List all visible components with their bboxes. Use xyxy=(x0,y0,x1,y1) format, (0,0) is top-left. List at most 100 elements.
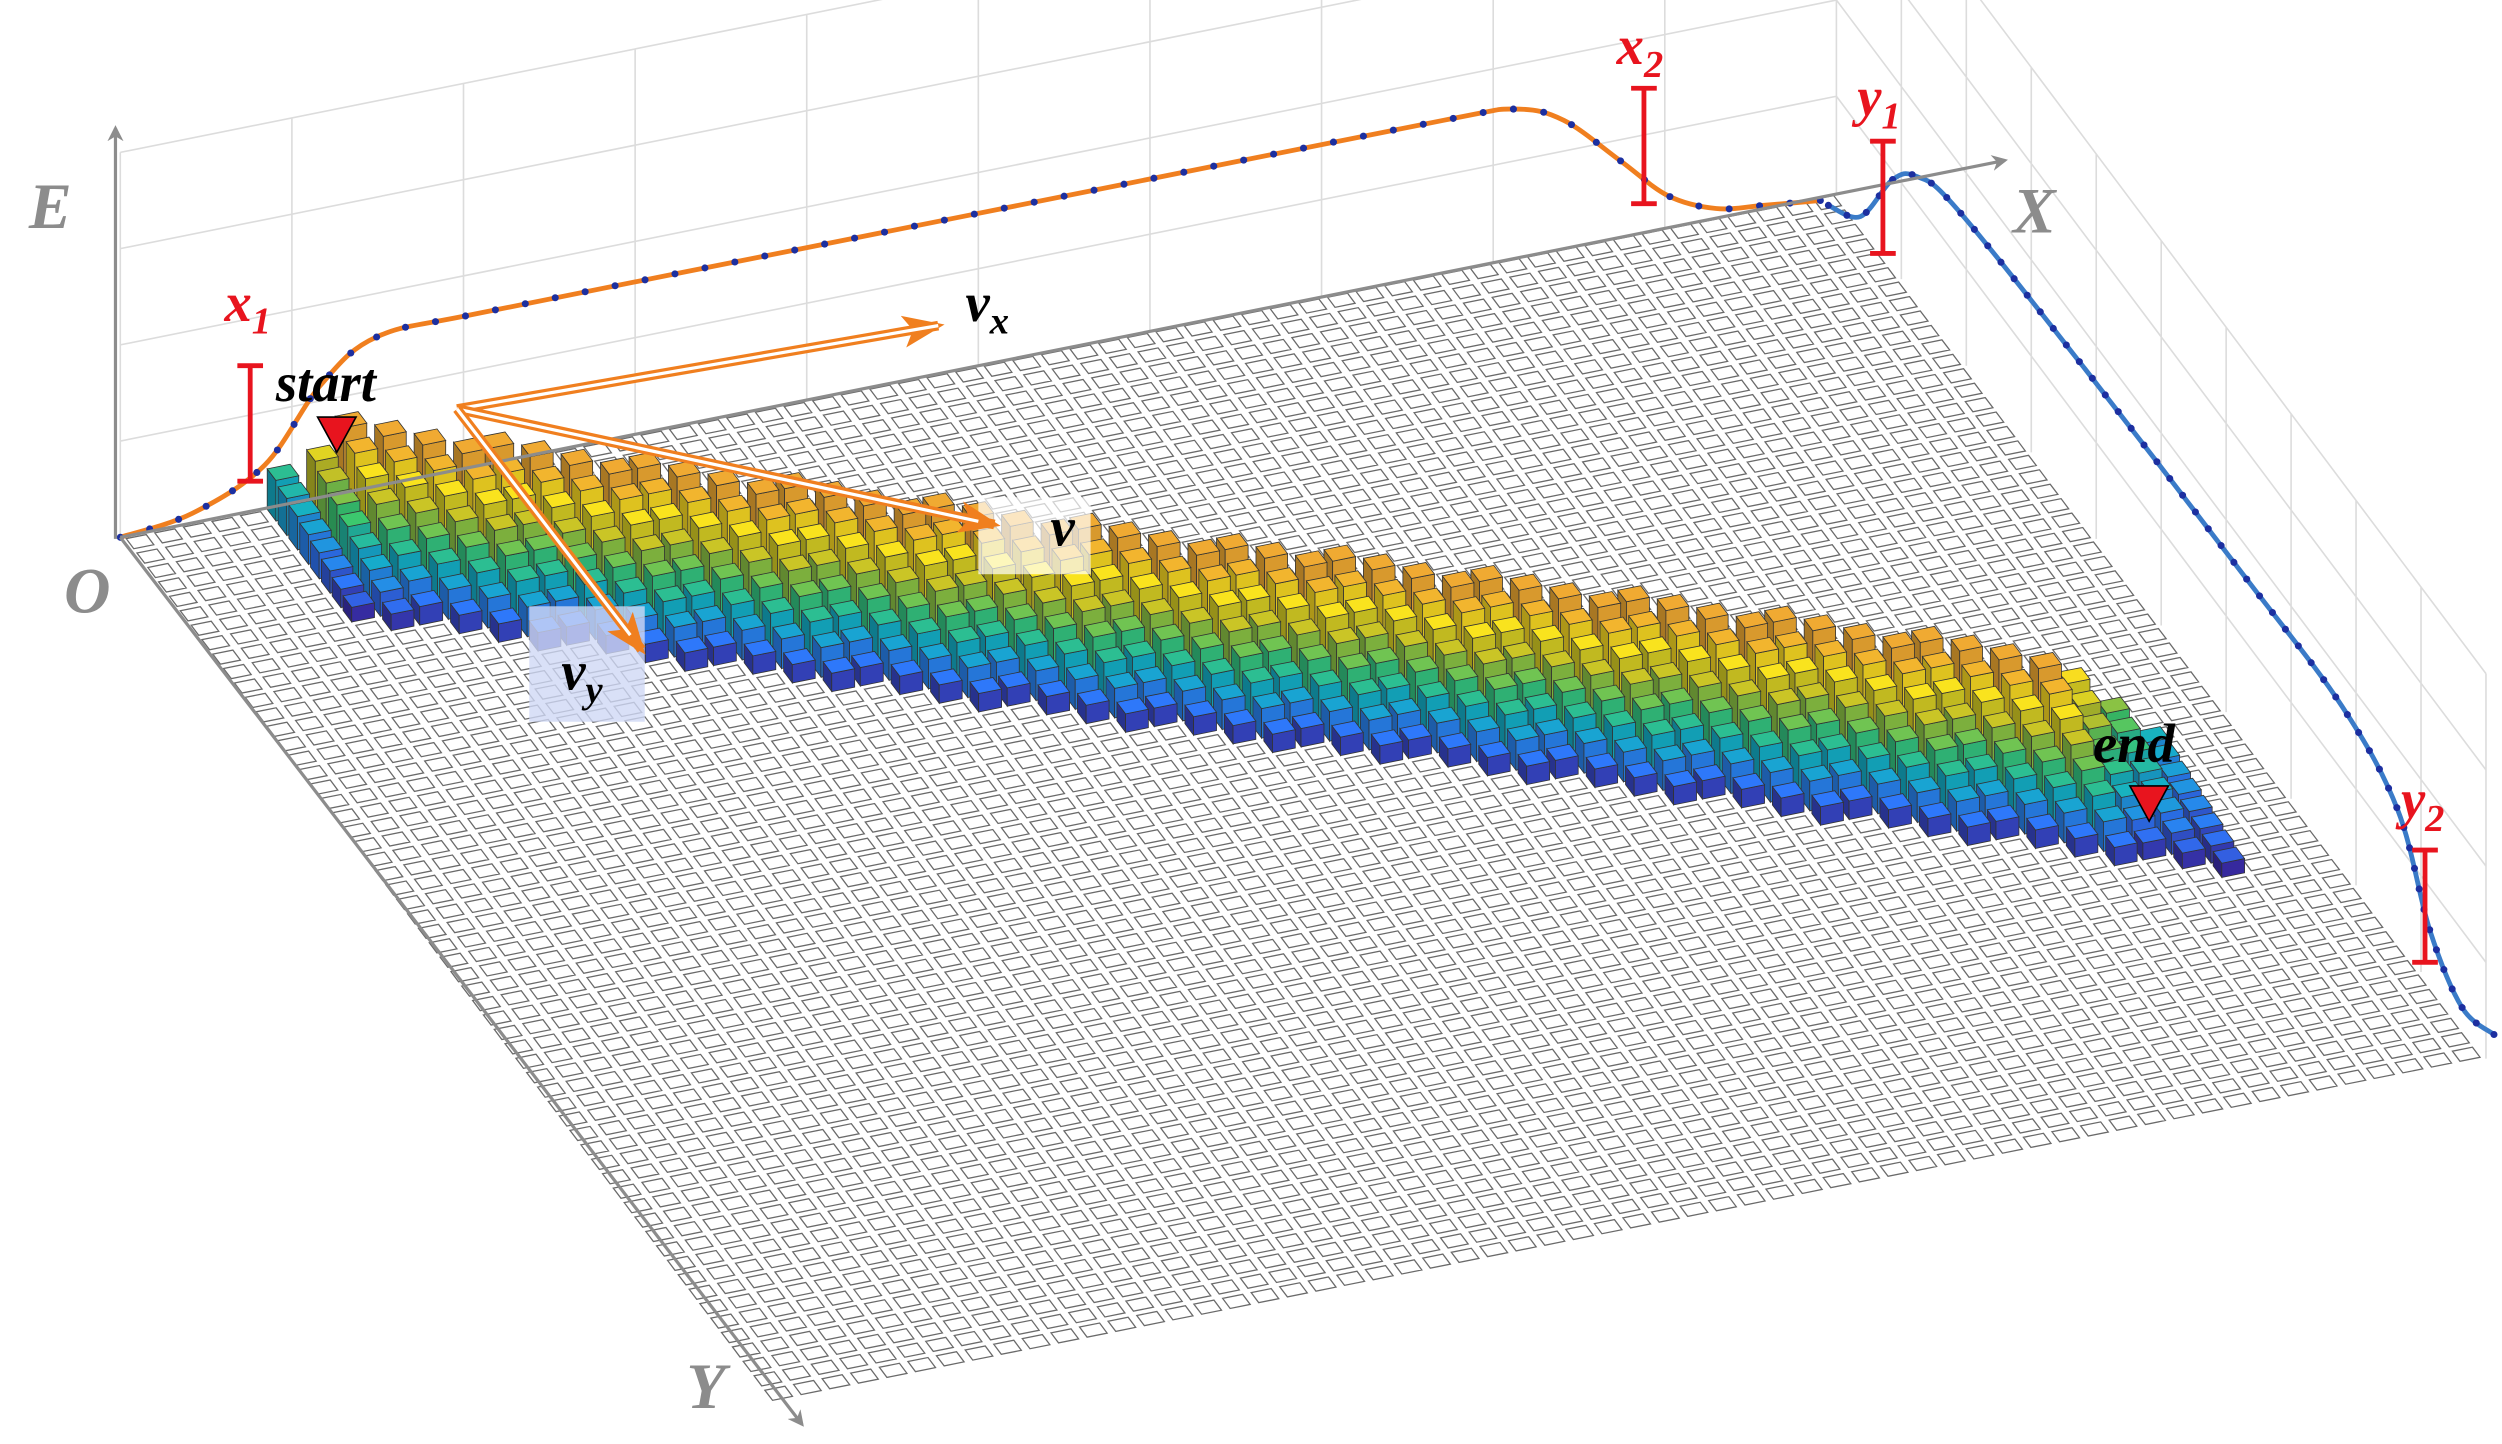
bar-top xyxy=(1112,614,1146,632)
bar-top xyxy=(1495,698,1529,716)
bar-top xyxy=(1563,701,1597,719)
bar-top xyxy=(1760,755,1794,774)
bar-top xyxy=(1642,718,1676,736)
bar-top xyxy=(1857,742,1891,760)
sample-dot xyxy=(2410,864,2419,872)
bar-top xyxy=(2190,812,2224,830)
sample-dot xyxy=(2432,946,2440,954)
bar-top xyxy=(1936,759,1970,777)
y2-bracket xyxy=(2412,847,2438,965)
bar-top xyxy=(958,651,992,669)
sample-dot xyxy=(1997,258,2005,266)
bar-top xyxy=(904,523,938,541)
bar-top xyxy=(1169,581,1203,599)
bar-top xyxy=(675,636,709,654)
bar-top xyxy=(349,532,383,550)
bar-top xyxy=(717,494,751,512)
bar-top xyxy=(1921,651,1955,669)
sample-dot xyxy=(1927,179,1935,187)
sample-dot xyxy=(1090,186,1098,194)
sample-dot xyxy=(202,502,210,510)
bar-top xyxy=(1814,639,1848,657)
sample-dot xyxy=(1970,225,1978,233)
bar-top xyxy=(739,545,773,563)
sample-dot xyxy=(1270,150,1278,158)
bar-top xyxy=(1975,779,2009,797)
bar-top xyxy=(1202,657,1235,675)
bar-top xyxy=(399,564,433,582)
bar-top xyxy=(649,502,683,520)
bar-top xyxy=(1842,623,1876,640)
bar-top xyxy=(2133,826,2167,844)
bar-top xyxy=(997,671,1031,689)
sample-dot xyxy=(2140,441,2148,449)
bar-top xyxy=(1316,601,1350,619)
bar-top xyxy=(1191,632,1225,650)
bar-top xyxy=(553,516,587,534)
bar-top xyxy=(603,550,637,569)
sample-dot xyxy=(1150,174,1158,182)
bar-top xyxy=(1506,724,1540,742)
sample-dot xyxy=(1843,211,1851,219)
bar-top xyxy=(772,622,806,640)
bar-top xyxy=(1903,682,1937,700)
bar-top xyxy=(890,659,924,677)
bar-top xyxy=(1667,619,1701,637)
bar-top xyxy=(1320,695,1354,713)
marker-label: x2 xyxy=(1616,15,1664,86)
wall-grid xyxy=(119,0,2487,1059)
bar-top xyxy=(1470,564,1504,583)
x-axis xyxy=(119,155,2008,539)
bar-top xyxy=(1882,631,1916,649)
bar-top xyxy=(886,566,920,584)
bar-top xyxy=(1581,658,1615,677)
bar-top xyxy=(1090,563,1124,581)
bar-top xyxy=(1875,699,1909,717)
bar-top xyxy=(1746,636,1780,654)
bar-top xyxy=(1800,764,1834,782)
bar-top xyxy=(1280,686,1314,704)
bar-top xyxy=(345,436,379,454)
bar-top xyxy=(1438,732,1472,750)
sample-dot xyxy=(1419,120,1427,128)
bar-top xyxy=(1033,586,1067,604)
sample-dot xyxy=(851,234,859,242)
bar-top xyxy=(517,590,551,608)
bar-top xyxy=(1896,750,1930,768)
bar-top xyxy=(1682,738,1716,756)
sample-dot xyxy=(1943,193,1951,202)
bar-top xyxy=(388,538,422,556)
bar-top xyxy=(428,547,462,565)
bar-top xyxy=(2108,716,2142,734)
bar-top xyxy=(1445,664,1479,682)
sample-dot xyxy=(2268,609,2276,617)
bar-top xyxy=(829,599,863,617)
sample-dot xyxy=(731,258,739,266)
bar-top xyxy=(822,656,856,674)
bar-top xyxy=(875,540,909,558)
bar-top xyxy=(1427,706,1461,724)
bar-top xyxy=(1270,660,1304,678)
bar-top xyxy=(1570,633,1604,651)
sample-dot xyxy=(491,306,499,314)
bar-top xyxy=(664,610,698,628)
bar-top xyxy=(1954,728,1988,746)
bar-top xyxy=(1950,634,1984,652)
bar-top xyxy=(1226,558,1260,576)
bar-top xyxy=(1588,591,1622,609)
sample-dot xyxy=(1509,105,1517,113)
bar-top xyxy=(1208,589,1242,607)
base: v xyxy=(561,641,586,702)
bar-top xyxy=(489,607,523,625)
bar-top xyxy=(424,454,458,472)
bar-top xyxy=(2201,829,2235,847)
bar-top xyxy=(485,513,519,531)
sample-dot xyxy=(2393,804,2401,812)
bar-top xyxy=(1384,604,1418,622)
bar-top xyxy=(1750,730,1784,748)
bar-top xyxy=(1416,681,1450,699)
vector-label: vy xyxy=(561,641,603,712)
sample-dot xyxy=(2217,542,2225,550)
sample-dot xyxy=(551,294,559,302)
